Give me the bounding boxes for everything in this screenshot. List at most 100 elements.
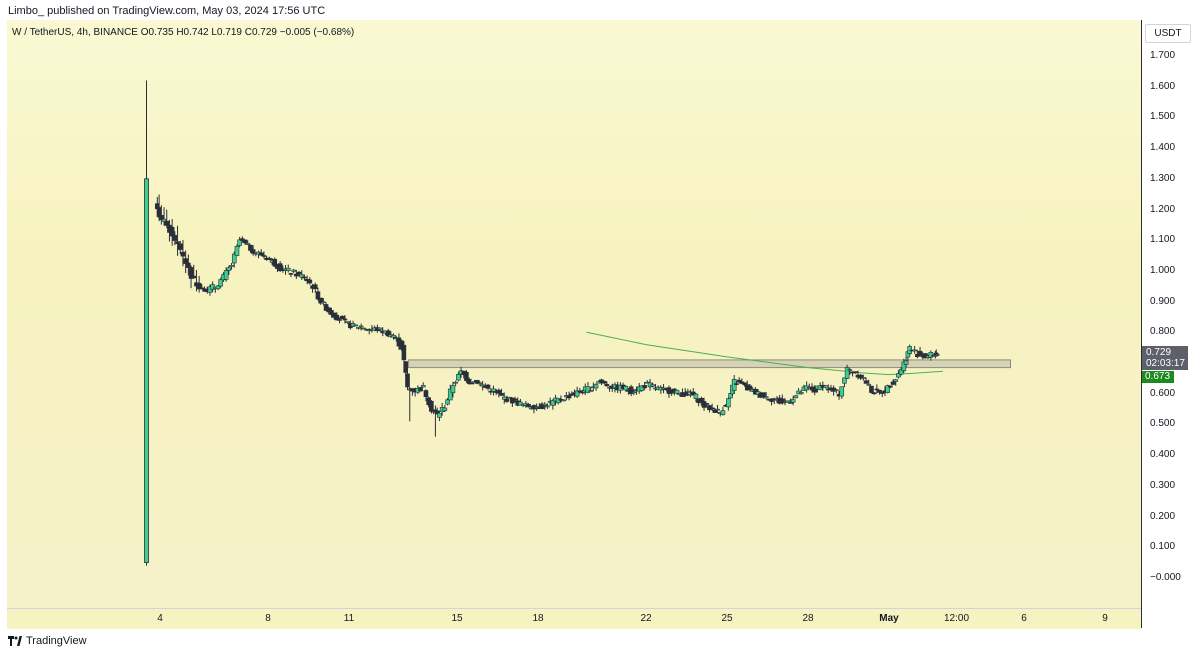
last-price-value: 0.729 xyxy=(1146,347,1172,358)
candle-body xyxy=(326,307,332,313)
candle-body xyxy=(834,389,839,392)
candle-body xyxy=(307,279,313,284)
publisher-line: Limbo_ published on TradingView.com, May… xyxy=(8,5,326,17)
candle-body xyxy=(712,409,718,413)
candle-body xyxy=(491,388,496,392)
candle-body xyxy=(377,327,383,330)
candle-body xyxy=(188,267,194,279)
candle-body xyxy=(842,377,847,384)
candle-body xyxy=(169,226,175,237)
candle-body xyxy=(453,381,458,384)
candle-body xyxy=(496,389,502,394)
price-tick: 1.200 xyxy=(1150,203,1176,215)
last-price-label: 0.729 02:03:17 xyxy=(1142,346,1188,370)
symbol-label: W / TetherUS, 4h, BINANCE xyxy=(12,27,138,38)
candle-body xyxy=(863,380,869,384)
price-tick: 1.600 xyxy=(1150,80,1176,92)
candle-body xyxy=(844,367,850,379)
candle-body xyxy=(898,369,904,375)
candle-body xyxy=(504,398,510,402)
candle-body xyxy=(272,258,278,267)
time-tick: 22 xyxy=(640,613,652,624)
candle-body xyxy=(466,378,472,384)
candle-body xyxy=(877,389,882,393)
candle-body xyxy=(896,373,901,378)
tradingview-logo[interactable]: TradingView xyxy=(8,635,87,647)
candle-body xyxy=(588,390,593,392)
candle-body xyxy=(561,399,566,402)
candle-body xyxy=(534,406,539,408)
candle-body xyxy=(245,243,251,245)
price-axis[interactable] xyxy=(1141,20,1200,628)
candle-body xyxy=(261,255,267,257)
candle-body xyxy=(580,391,585,394)
candle-body xyxy=(469,382,475,385)
symbol-legend[interactable]: W / TetherUS, 4h, BINANCE O0.735 H0.742 … xyxy=(12,27,354,38)
candle-body xyxy=(709,407,715,410)
candle-body xyxy=(852,371,858,374)
candle-body xyxy=(747,385,753,390)
candle-body xyxy=(315,291,321,300)
candle-body xyxy=(226,267,232,271)
candle-body xyxy=(869,385,874,393)
candle-body xyxy=(474,379,480,384)
candle-body xyxy=(628,386,634,394)
candle-body xyxy=(267,257,272,260)
time-tick: 12:00 xyxy=(943,613,970,624)
time-tick: 6 xyxy=(1021,613,1027,624)
candle-body xyxy=(793,395,799,399)
candle-body xyxy=(858,374,863,379)
currency-badge[interactable]: USDT xyxy=(1145,24,1191,43)
candle-body xyxy=(294,273,299,277)
candle-body xyxy=(917,350,923,356)
candle-body xyxy=(218,279,224,287)
time-tick: 15 xyxy=(451,613,463,624)
candle-body xyxy=(423,390,429,397)
candle-body xyxy=(823,385,828,388)
candle-body xyxy=(839,386,845,397)
candle-body xyxy=(499,393,504,396)
candle-body xyxy=(183,258,188,264)
candle-body xyxy=(447,388,453,401)
price-tick: 1.000 xyxy=(1150,264,1176,276)
price-tick: 0.800 xyxy=(1150,326,1176,338)
candle-body xyxy=(299,274,305,278)
candle-body xyxy=(391,335,396,338)
candle-body xyxy=(674,389,680,394)
brand-name: TradingView xyxy=(26,635,87,647)
candle-body xyxy=(726,398,731,408)
candle-body xyxy=(928,352,934,358)
candle-body xyxy=(342,318,348,321)
candlestick-plot[interactable] xyxy=(7,20,1141,608)
chart-area[interactable] xyxy=(7,20,1141,608)
time-tick: 25 xyxy=(721,613,733,624)
candle-body xyxy=(642,385,647,389)
candle-body xyxy=(285,267,291,271)
candle-body xyxy=(437,412,442,418)
candle-body xyxy=(240,238,245,241)
candle-body xyxy=(512,398,518,401)
candle-body xyxy=(550,400,556,406)
candle-body xyxy=(742,382,747,386)
candle-body xyxy=(405,373,410,388)
candle-body xyxy=(690,391,696,396)
price-tick: −0.000 xyxy=(1150,571,1181,583)
candle-body xyxy=(477,382,483,385)
candle-body xyxy=(650,384,656,387)
candle-body xyxy=(464,371,469,382)
time-axis[interactable] xyxy=(7,608,1141,629)
candle-body xyxy=(385,330,391,337)
candle-body xyxy=(526,404,531,408)
candle-body xyxy=(420,384,426,388)
price-tick: 1.400 xyxy=(1150,142,1176,154)
candle-body xyxy=(229,264,234,267)
candle-body xyxy=(861,377,866,379)
candle-body xyxy=(159,215,164,221)
candle-body xyxy=(337,319,342,321)
candle-body xyxy=(429,400,434,412)
candle-body xyxy=(258,252,264,256)
candle-body xyxy=(345,321,350,323)
candle-body xyxy=(715,408,720,411)
candle-body xyxy=(501,396,507,400)
candle-body xyxy=(242,239,248,244)
